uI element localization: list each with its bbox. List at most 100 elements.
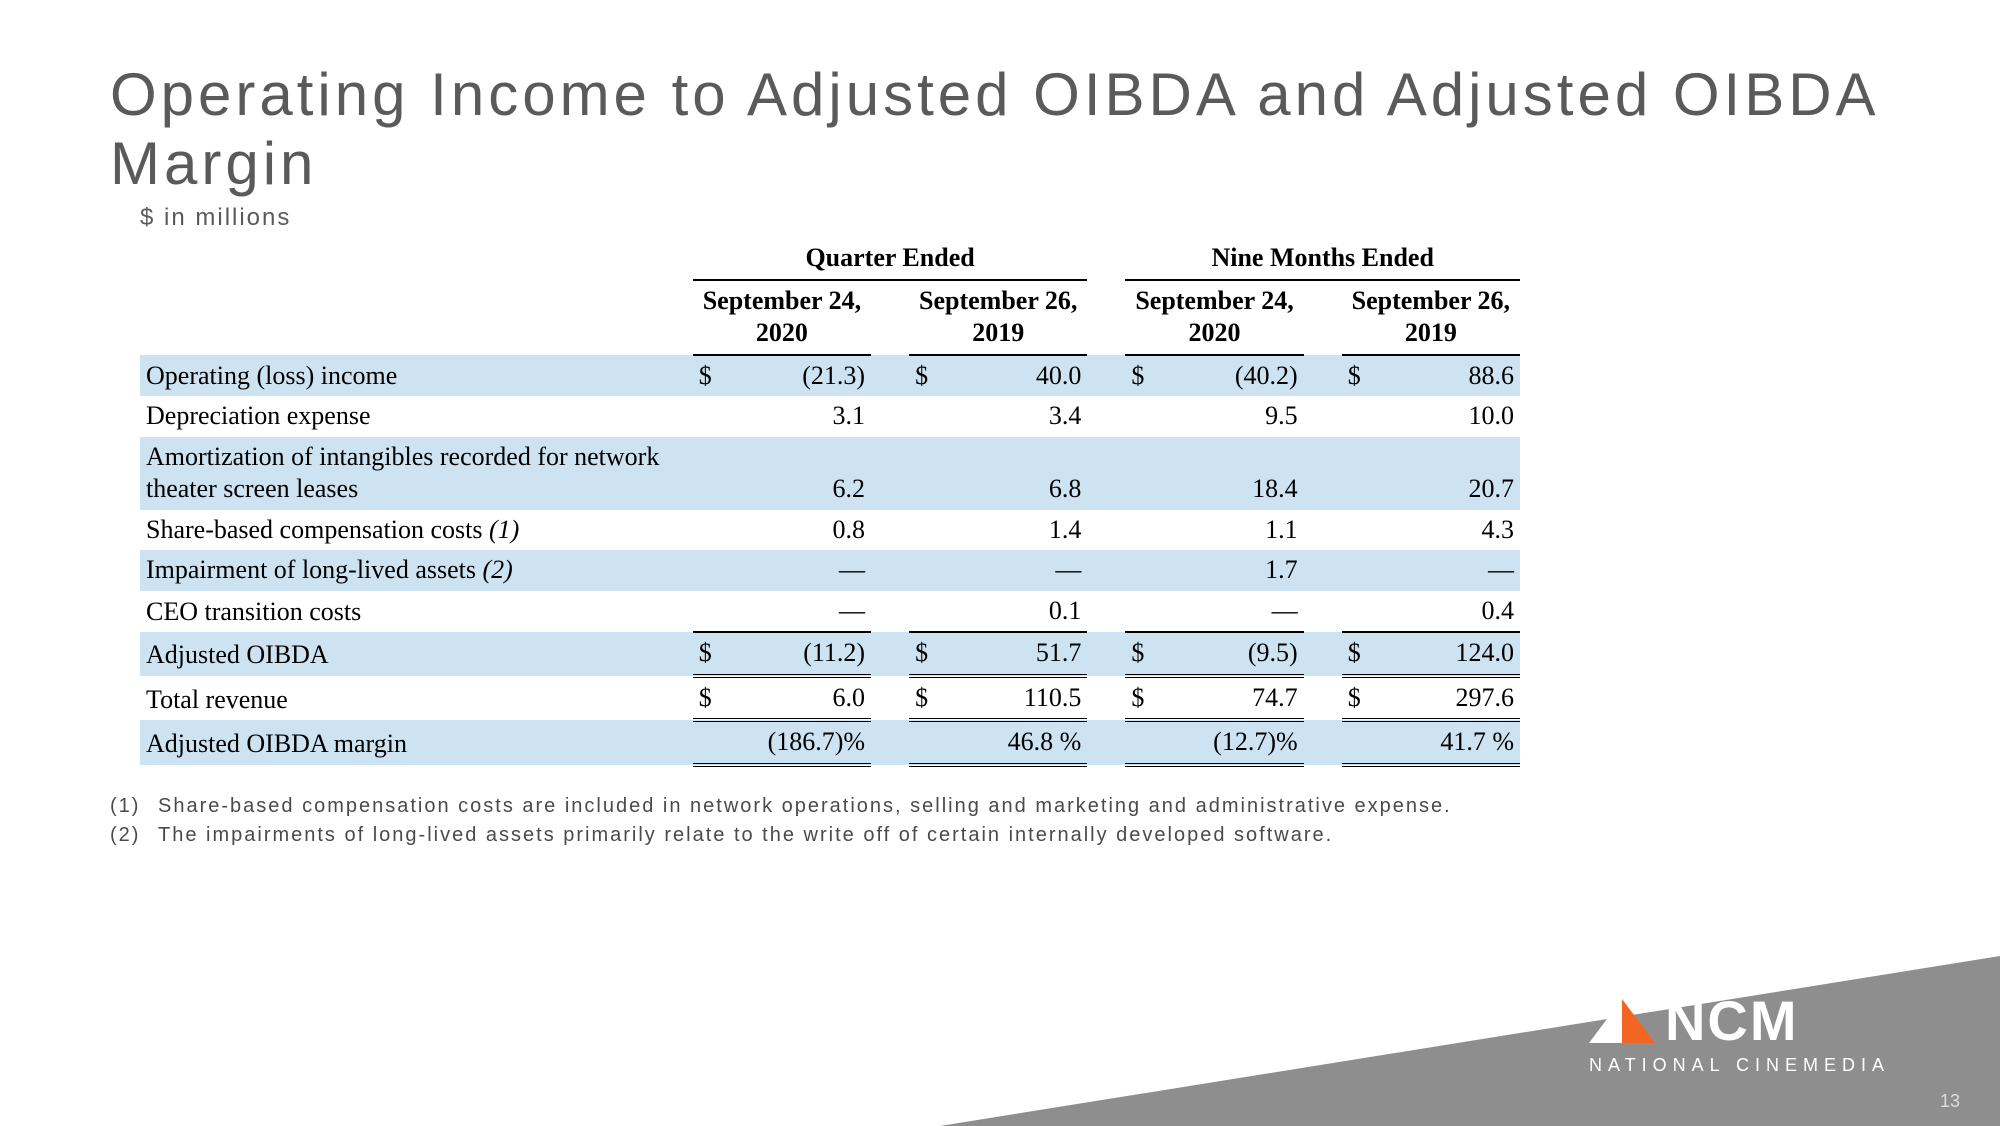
value-cell: 297.6 xyxy=(1378,676,1520,721)
value-cell: 1.4 xyxy=(945,510,1087,551)
currency-symbol: $ xyxy=(693,355,729,397)
gap xyxy=(1087,355,1125,397)
gap xyxy=(871,437,909,510)
footnote-text: The impairments of long-lived assets pri… xyxy=(158,824,1333,847)
footnote: (2)The impairments of long-lived assets … xyxy=(110,824,1510,847)
gap xyxy=(871,280,909,355)
row-label: CEO transition costs xyxy=(140,591,693,633)
table-row: Impairment of long-lived assets (2)——1.7… xyxy=(140,550,1520,591)
gap xyxy=(1304,591,1342,633)
currency-symbol: $ xyxy=(1125,676,1161,721)
currency-symbol xyxy=(1125,720,1161,765)
financial-table: Quarter EndedNine Months EndedSeptember … xyxy=(140,238,1520,767)
slide-subtitle: $ in millions xyxy=(140,204,1890,232)
brand-logo-icon xyxy=(1589,999,1655,1043)
currency-symbol xyxy=(909,510,945,551)
gap xyxy=(1087,437,1125,510)
value-cell: 41.7 % xyxy=(1378,720,1520,765)
gap xyxy=(1087,550,1125,591)
currency-symbol: $ xyxy=(1342,676,1378,721)
table-row: Share-based compensation costs (1)0.81.4… xyxy=(140,510,1520,551)
currency-symbol xyxy=(1125,550,1161,591)
currency-symbol: $ xyxy=(909,355,945,397)
row-label: Operating (loss) income xyxy=(140,355,693,397)
value-cell: 20.7 xyxy=(1378,437,1520,510)
table-group-header-row: Quarter EndedNine Months Ended xyxy=(140,238,1520,280)
value-cell: 51.7 xyxy=(945,632,1087,676)
currency-symbol xyxy=(909,720,945,765)
value-cell: 6.2 xyxy=(729,437,871,510)
gap xyxy=(1304,396,1342,437)
gap xyxy=(1087,676,1125,721)
currency-symbol: $ xyxy=(1342,355,1378,397)
currency-symbol xyxy=(1125,591,1161,633)
gap xyxy=(1304,632,1342,676)
currency-symbol xyxy=(1342,510,1378,551)
gap xyxy=(871,355,909,397)
blank xyxy=(140,238,693,280)
row-label: Adjusted OIBDA xyxy=(140,632,693,676)
gap xyxy=(1304,720,1342,765)
currency-symbol xyxy=(693,720,729,765)
gap xyxy=(1304,676,1342,721)
gap xyxy=(1087,591,1125,633)
gap xyxy=(1087,720,1125,765)
currency-symbol xyxy=(693,510,729,551)
currency-symbol: $ xyxy=(909,676,945,721)
currency-symbol xyxy=(693,550,729,591)
currency-symbol xyxy=(693,396,729,437)
value-cell: 4.3 xyxy=(1378,510,1520,551)
currency-symbol xyxy=(693,437,729,510)
value-cell: 40.0 xyxy=(945,355,1087,397)
value-cell: — xyxy=(945,550,1087,591)
value-cell: 0.8 xyxy=(729,510,871,551)
currency-symbol: $ xyxy=(1342,632,1378,676)
value-cell: — xyxy=(1161,591,1303,633)
gap xyxy=(871,550,909,591)
col-header: September 26,2019 xyxy=(1342,280,1520,355)
currency-symbol xyxy=(1342,720,1378,765)
footnote-text: Share-based compensation costs are inclu… xyxy=(158,795,1452,818)
value-cell: (9.5) xyxy=(1161,632,1303,676)
currency-symbol: $ xyxy=(693,632,729,676)
currency-symbol: $ xyxy=(693,676,729,721)
value-cell: (186.7)% xyxy=(729,720,871,765)
currency-symbol xyxy=(1125,396,1161,437)
row-label: Amortization of intangibles recorded for… xyxy=(140,437,693,510)
value-cell: 3.4 xyxy=(945,396,1087,437)
currency-symbol xyxy=(909,437,945,510)
value-cell: 46.8 % xyxy=(945,720,1087,765)
value-cell: 9.5 xyxy=(1161,396,1303,437)
currency-symbol: $ xyxy=(909,632,945,676)
currency-symbol: $ xyxy=(1125,632,1161,676)
slide-title: Operating Income to Adjusted OIBDA and A… xyxy=(110,60,1890,198)
value-cell: (21.3) xyxy=(729,355,871,397)
currency-symbol xyxy=(1125,437,1161,510)
value-cell: 18.4 xyxy=(1161,437,1303,510)
gap xyxy=(871,632,909,676)
footnote: (1)Share-based compensation costs are in… xyxy=(110,795,1510,818)
row-label: Total revenue xyxy=(140,676,693,721)
gap xyxy=(1087,396,1125,437)
gap xyxy=(1304,510,1342,551)
gap xyxy=(1304,550,1342,591)
value-cell: 6.0 xyxy=(729,676,871,721)
table-row: CEO transition costs—0.1—0.4 xyxy=(140,591,1520,633)
gap xyxy=(871,676,909,721)
row-label: Impairment of long-lived assets (2) xyxy=(140,550,693,591)
value-cell: — xyxy=(729,550,871,591)
group-header: Nine Months Ended xyxy=(1125,238,1520,280)
footnotes: (1)Share-based compensation costs are in… xyxy=(110,795,1510,847)
table-row: Depreciation expense3.13.49.510.0 xyxy=(140,396,1520,437)
currency-symbol xyxy=(1342,550,1378,591)
currency-symbol xyxy=(1342,437,1378,510)
gap xyxy=(1304,280,1342,355)
page-number: 13 xyxy=(1940,1091,1960,1112)
value-cell: (11.2) xyxy=(729,632,871,676)
gap xyxy=(1304,355,1342,397)
gap xyxy=(871,720,909,765)
col-header: September 24,2020 xyxy=(693,280,871,355)
gap xyxy=(871,510,909,551)
footnote-number: (2) xyxy=(110,824,158,847)
col-header: September 24,2020 xyxy=(1125,280,1303,355)
